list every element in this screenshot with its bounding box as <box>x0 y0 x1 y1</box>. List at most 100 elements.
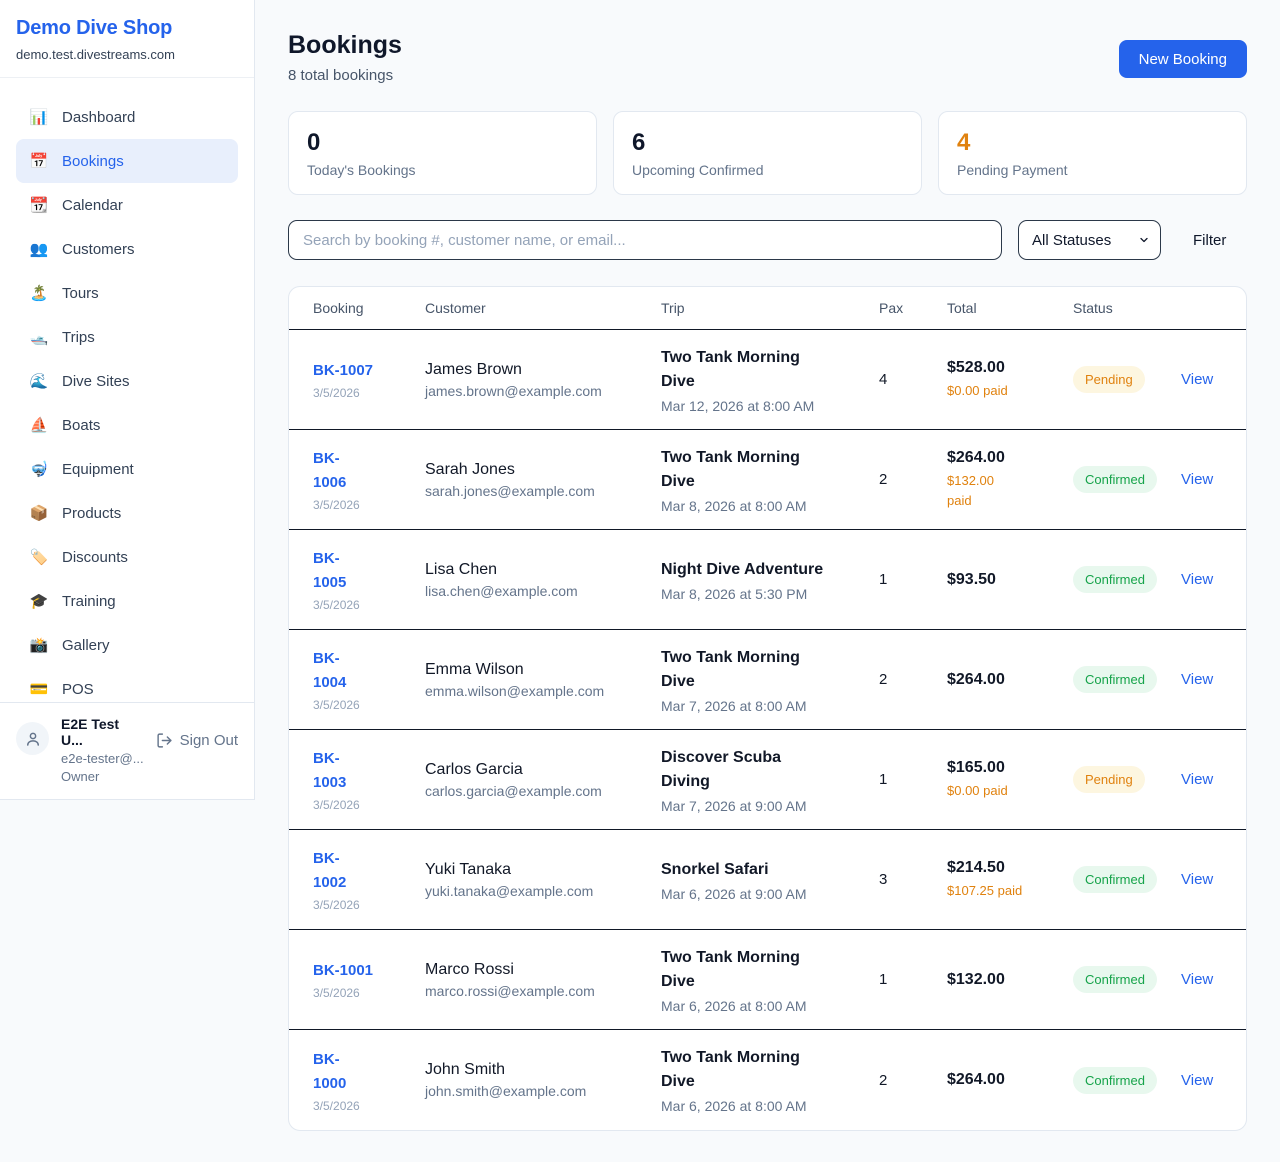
booking-id-link[interactable]: BK-1007 <box>313 362 374 379</box>
booking-cell: BK- 1004 3/5/2026 <box>313 647 425 712</box>
sidebar-nav: 📊 Dashboard 📅 Bookings 📆 Calendar 👥 Customers 🏝️… <box>0 78 254 711</box>
sidebar-item-label: POS <box>62 680 94 698</box>
table-body: BK-1007 3/5/2026 James Brown james.brown@ex… <box>289 330 1246 1130</box>
total-cell: $528.00 $0.00 paid <box>947 359 1073 401</box>
trip-name: Two Tank Morning Dive <box>661 948 800 990</box>
status-badge: Confirmed <box>1073 866 1157 893</box>
view-link[interactable]: View <box>1181 971 1214 988</box>
customer-cell: John Smith john.smith@example.com <box>425 1061 661 1099</box>
sidebar-item-tours[interactable]: 🏝️ Tours <box>16 271 238 315</box>
pax-value: 2 <box>879 1071 888 1089</box>
stats-row: 0 Today's Bookings 6 Upcoming Confirmed 4 Pen… <box>288 111 1247 195</box>
sidebar-item-gallery[interactable]: 📸 Gallery <box>16 623 238 667</box>
booking-id-link[interactable]: BK- 1000 <box>313 1050 347 1092</box>
trip-datetime: Mar 8, 2026 at 8:00 AM <box>661 497 807 514</box>
total-cell: $264.00 <box>947 671 1073 689</box>
page-header: Bookings 8 total bookings New Booking <box>288 31 1247 84</box>
page-subtitle: 8 total bookings <box>288 67 394 84</box>
pax-value: 2 <box>879 471 888 488</box>
total-cell: $264.00 $132.00 paid <box>947 449 1073 510</box>
sidebar-item-training[interactable]: 🎓 Training <box>16 579 238 623</box>
user-name: E2E Test U... <box>61 716 120 748</box>
page-title: Bookings <box>288 31 402 59</box>
status-cell: Pending <box>1073 366 1181 393</box>
view-link[interactable]: View <box>1181 871 1214 888</box>
table-row: BK- 1002 3/5/2026 Yuki Tanaka yuki.tanaka@e… <box>289 830 1246 930</box>
booking-id-link[interactable]: BK- 1005 <box>313 550 347 591</box>
sidebar-item-dive-sites[interactable]: 🌊 Dive Sites <box>16 359 238 403</box>
sidebar-item-label: Trips <box>62 328 95 346</box>
trip-name: Two Tank Morning Dive <box>661 648 800 690</box>
total-cell: $165.00 $0.00 paid <box>947 759 1073 801</box>
status-badge: Pending <box>1073 766 1145 793</box>
calendar-icon: 📅 <box>29 153 49 170</box>
diving-mask-icon: 🤿 <box>29 461 49 478</box>
customer-name: James Brown <box>425 360 522 378</box>
paid-amount: $0.00 paid <box>947 382 1008 398</box>
booking-id-link[interactable]: BK- 1006 <box>313 450 347 491</box>
status-select[interactable]: All Statuses <box>1018 220 1161 260</box>
island-icon: 🏝️ <box>29 285 49 302</box>
booking-cell: BK-1001 3/5/2026 <box>313 959 425 1000</box>
sidebar-item-discounts[interactable]: 🏷️ Discounts <box>16 535 238 579</box>
view-link[interactable]: View <box>1181 571 1214 588</box>
sidebar-item-label: Bookings <box>62 152 124 170</box>
total-amount: $93.50 <box>947 570 996 588</box>
sign-out-button[interactable]: Sign Out <box>156 732 238 749</box>
camera-flash-icon: 📸 <box>29 637 49 654</box>
total-amount: $264.00 <box>947 449 1005 466</box>
customer-email: yuki.tanaka@example.com <box>425 882 594 899</box>
total-amount: $165.00 <box>947 758 1005 776</box>
customer-email: lisa.chen@example.com <box>425 582 578 599</box>
sidebar-item-customers[interactable]: 👥 Customers <box>16 227 238 271</box>
booking-date: 3/5/2026 <box>313 498 360 512</box>
brand-title: Demo Dive Shop <box>16 17 173 39</box>
brand-domain: demo.test.divestreams.com <box>16 47 175 62</box>
booking-id-link[interactable]: BK- 1003 <box>313 750 347 791</box>
sidebar-item-boats[interactable]: ⛵ Boats <box>16 403 238 447</box>
sidebar-item-dashboard[interactable]: 📊 Dashboard <box>16 95 238 139</box>
total-amount: $264.00 <box>947 1071 1005 1088</box>
view-link[interactable]: View <box>1181 1071 1214 1089</box>
sidebar-item-label: Tours <box>62 284 99 302</box>
sidebar-item-equipment[interactable]: 🤿 Equipment <box>16 447 238 491</box>
pax-value: 2 <box>879 671 888 688</box>
customer-email: emma.wilson@example.com <box>425 682 605 699</box>
view-link[interactable]: View <box>1181 471 1214 488</box>
customer-name: Marco Rossi <box>425 960 514 978</box>
trip-cell: Two Tank Morning Dive Mar 6, 2026 at 8:00… <box>661 1046 879 1114</box>
status-badge: Pending <box>1073 366 1145 393</box>
wave-icon: 🌊 <box>29 373 49 390</box>
customer-cell: Marco Rossi marco.rossi@example.com <box>425 961 661 999</box>
sidebar-item-bookings[interactable]: 📅 Bookings <box>16 139 238 183</box>
view-link[interactable]: View <box>1181 671 1214 688</box>
sidebar-item-calendar[interactable]: 📆 Calendar <box>16 183 238 227</box>
sidebar-item-pos[interactable]: 💳 POS <box>16 667 238 711</box>
trip-datetime: Mar 7, 2026 at 8:00 AM <box>661 697 807 714</box>
sidebar-item-products[interactable]: 📦 Products <box>16 491 238 535</box>
booking-date: 3/5/2026 <box>313 698 360 712</box>
customer-name: Lisa Chen <box>425 560 498 578</box>
search-input[interactable] <box>288 220 1002 260</box>
new-booking-button[interactable]: New Booking <box>1118 40 1247 78</box>
stat-card-pending-payment: 4 Pending Payment <box>938 111 1247 195</box>
table-row: BK- 1005 3/5/2026 Lisa Chen lisa.chen@examp… <box>289 530 1246 630</box>
sidebar-user-section: E2E Test U... e2e-tester@... Owner Sign … <box>0 702 254 799</box>
sign-out-label: Sign Out <box>179 732 238 749</box>
trip-name: Two Tank Morning Dive <box>661 1049 800 1090</box>
booking-id-link[interactable]: BK- 1002 <box>313 850 347 891</box>
sidebar-item-trips[interactable]: 🛥️ Trips <box>16 315 238 359</box>
view-link[interactable]: View <box>1181 771 1214 788</box>
total-cell: $132.00 <box>947 971 1073 989</box>
trip-cell: Snorkel Safari Mar 6, 2026 at 9:00 AM <box>661 858 879 902</box>
filter-button[interactable]: Filter <box>1193 231 1227 249</box>
customer-cell: Emma Wilson emma.wilson@example.com <box>425 661 661 699</box>
booking-id-link[interactable]: BK- 1004 <box>313 650 347 691</box>
sidebar-item-label: Products <box>62 504 122 522</box>
booking-date: 3/5/2026 <box>313 598 360 612</box>
customer-cell: James Brown james.brown@example.com <box>425 361 661 399</box>
total-cell: $214.50 $107.25 paid <box>947 859 1073 901</box>
view-link[interactable]: View <box>1181 371 1214 388</box>
booking-id-link[interactable]: BK-1001 <box>313 962 374 979</box>
table-row: BK- 1003 3/5/2026 Carlos Garcia carlos.garc… <box>289 730 1246 830</box>
